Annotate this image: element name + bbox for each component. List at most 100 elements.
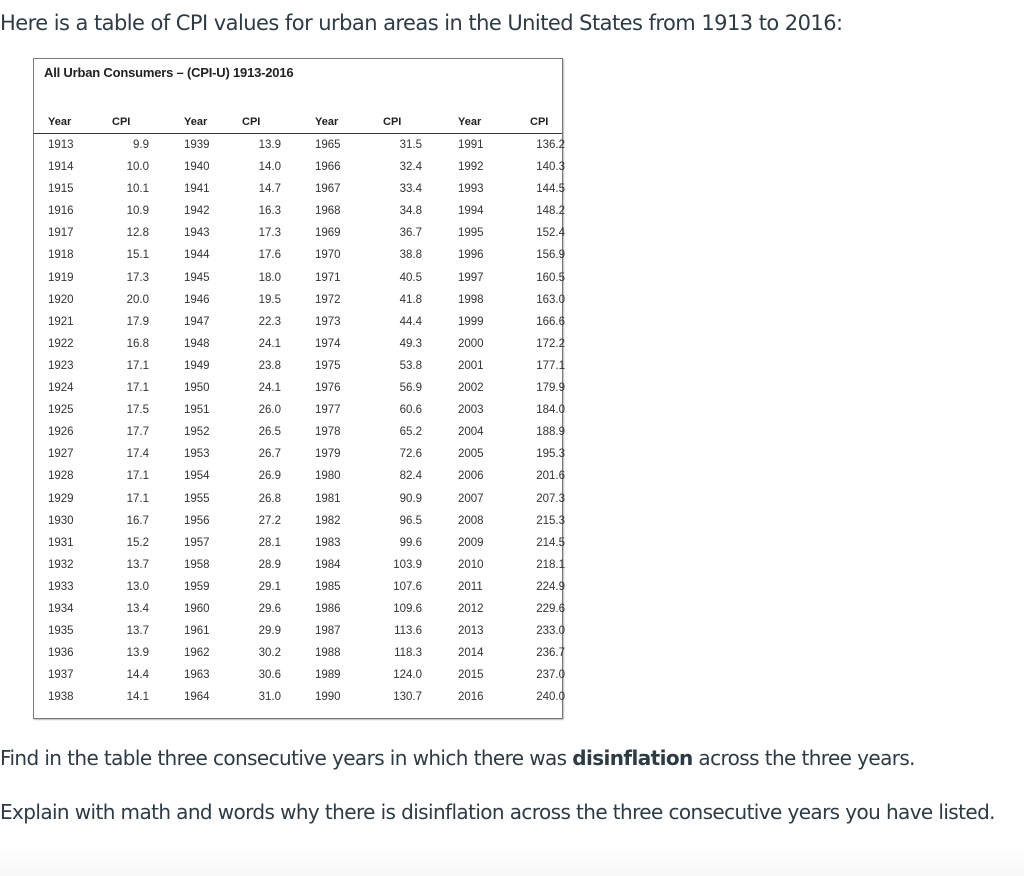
cpi-cell: 156.9 [536,249,565,262]
year-cell: 1990 [315,691,341,704]
year-cell: 1975 [315,359,341,372]
cpi-cell: 229.6 [536,602,565,615]
cpi-cell: 113.6 [394,625,422,638]
emphasis-disinflation: disinflation [572,746,693,770]
intro-text: Here is a table of CPI values for urban … [0,11,843,35]
cpi-cell: 136.2 [536,139,565,151]
cpi-cell: 27.2 [258,514,281,527]
year-cell: 1946 [184,293,210,306]
year-cell: 1976 [315,382,341,395]
year-cell: 1914 [48,161,74,174]
year-cell: 2010 [458,558,484,571]
year-cell: 1998 [458,293,484,306]
year-cell: 2007 [458,492,484,505]
year-cell: 1940 [184,161,210,174]
cpi-cell: 195.3 [536,448,565,461]
year-cell: 1952 [184,426,210,439]
cpi-cell: 13.0 [126,580,149,593]
cpi-cell: 103.9 [393,558,422,571]
cpi-cell: 13.9 [258,139,281,151]
year-cell: 1932 [48,558,74,571]
cpi-cell: 34.8 [399,205,422,218]
year-cell: 2004 [458,426,484,439]
year-cell: 1969 [315,227,341,240]
year-cell: 1985 [315,580,341,593]
cpi-cell: 44.4 [399,315,422,328]
cpi-cell: 26.5 [258,426,281,439]
table-row: 1926 17.7 1952 26.5 1978 65.2 2004 188.9 [34,423,565,445]
cpi-cell: 99.6 [399,536,422,549]
cpi-cell: 96.5 [399,514,422,527]
year-cell: 1983 [315,536,341,549]
table-row: 1921 17.9 1947 22.3 1973 44.4 1999 166.6 [34,313,565,335]
header-cpi-4: CPI [530,116,549,128]
year-cell: 1951 [184,404,210,417]
table-row: 1920 20.0 1946 19.5 1972 41.8 1998 163.0 [34,291,565,313]
cpi-cell: 16.3 [258,205,281,218]
header-cpi-1: CPI [112,116,131,128]
year-cell: 1962 [184,647,210,660]
table-row: 1930 16.7 1956 27.2 1982 96.5 2008 215.3 [34,512,565,534]
cpi-cell: 40.5 [399,271,422,284]
year-cell: 1994 [458,205,484,218]
cpi-cell: 15.2 [126,536,149,549]
cpi-cell: 179.9 [536,382,565,395]
cpi-cell: 29.9 [258,625,281,638]
table-row: 1934 13.4 1960 29.6 1986 109.6 2012 229.6 [34,600,565,622]
year-cell: 1927 [48,448,74,461]
cpi-cell: 53.8 [399,359,422,372]
year-cell: 1999 [458,315,484,328]
cpi-cell: 41.8 [399,293,422,306]
header-cpi-3: CPI [383,116,402,128]
year-cell: 1943 [184,227,210,240]
year-cell: 2012 [458,602,484,615]
year-cell: 1955 [184,492,210,505]
question-line-2: Explain with math and words why there is… [0,800,996,824]
cpi-cell: 60.6 [399,404,422,417]
cpi-cell: 31.5 [399,139,422,151]
cpi-cell: 17.1 [126,470,149,483]
cpi-cell: 152.4 [536,227,565,240]
cpi-cell: 240.0 [536,691,565,704]
year-cell: 1954 [184,470,210,483]
cpi-cell: 17.4 [126,448,149,461]
cpi-cell: 15.1 [126,249,149,262]
table-row: 1932 13.7 1958 28.9 1984 103.9 2010 218.1 [34,556,565,578]
table-row: 1927 17.4 1953 26.7 1979 72.6 2005 195.3 [34,445,565,467]
cpi-cell: 236.7 [536,647,565,660]
cpi-cell: 17.9 [126,315,149,328]
year-cell: 1982 [315,514,341,527]
cpi-cell: 140.3 [536,161,565,174]
table-row: 1931 15.2 1957 28.1 1983 99.6 2009 214.5 [34,534,565,556]
table-row: 1929 17.1 1955 26.8 1981 90.9 2007 207.3 [34,490,565,512]
table-row: 1914 10.0 1940 14.0 1966 32.4 1992 140.3 [34,158,565,180]
year-cell: 1992 [458,161,484,174]
year-cell: 1959 [184,580,210,593]
cpi-cell: 16.8 [126,337,149,350]
cpi-cell: 72.6 [399,448,422,461]
table-row: 1933 13.0 1959 29.1 1985 107.6 2011 224.9 [34,578,565,600]
year-cell: 1989 [315,669,341,682]
year-cell: 1937 [48,669,74,682]
year-cell: 2011 [458,580,483,593]
year-cell: 1929 [48,492,74,505]
year-cell: 1942 [184,205,210,218]
cpi-cell: 17.3 [126,271,149,284]
cpi-cell: 130.7 [393,691,422,704]
cpi-cell: 26.8 [258,492,281,505]
year-cell: 1963 [184,669,210,682]
cpi-cell: 10.9 [126,205,149,218]
year-cell: 1947 [184,315,210,328]
year-cell: 1918 [48,249,74,262]
year-cell: 1966 [315,161,341,174]
cpi-cell: 56.9 [399,382,422,395]
cpi-cell: 17.1 [126,382,149,395]
year-cell: 1945 [184,271,210,284]
cpi-cell: 31.0 [258,691,281,704]
year-cell: 1980 [315,470,341,483]
header-year-2: Year [184,116,208,128]
year-cell: 1928 [48,470,74,483]
table-row: 1925 17.5 1951 26.0 1977 60.6 2003 184.0 [34,401,565,423]
year-cell: 2016 [458,691,484,704]
year-cell: 1968 [315,205,341,218]
